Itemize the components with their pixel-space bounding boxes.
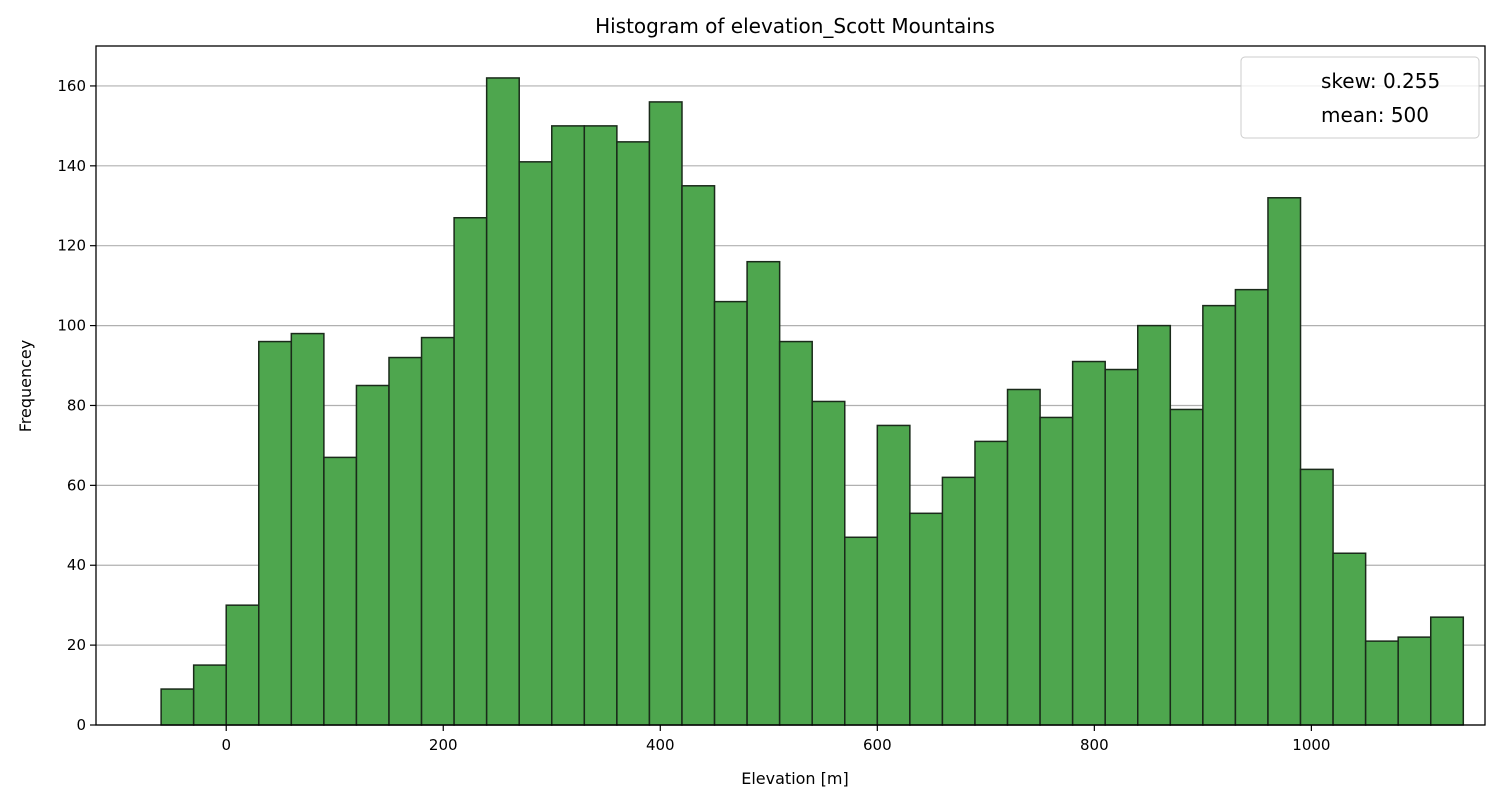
x-axis-ticks: 0 200 400 600 800 1000	[221, 725, 1330, 754]
y-tick-label: 20	[67, 636, 86, 654]
histogram-bar	[1202, 304, 1237, 726]
histogram-bar	[681, 185, 716, 726]
y-tick-label: 140	[57, 157, 86, 175]
histogram-bar	[160, 688, 195, 726]
histogram-bar	[192, 664, 227, 726]
histogram-bar	[1332, 552, 1367, 726]
histogram-bar	[1267, 197, 1302, 726]
histogram-bar	[1429, 616, 1465, 726]
histogram-bar	[1104, 368, 1139, 726]
x-tick-label: 600	[863, 736, 892, 754]
histogram-bar	[1071, 360, 1106, 726]
histogram-bar	[1364, 640, 1399, 726]
histogram-bar	[518, 161, 553, 726]
histogram-bar	[1039, 416, 1074, 726]
x-tick-label: 1000	[1292, 736, 1330, 754]
x-tick-label: 800	[1080, 736, 1109, 754]
histogram-bar	[323, 456, 358, 726]
x-tick-label: 0	[221, 736, 231, 754]
x-tick-label: 200	[429, 736, 458, 754]
histogram-bar	[811, 400, 846, 726]
histogram-bar	[844, 536, 879, 726]
bars	[160, 77, 1465, 726]
histogram-bar	[1169, 408, 1204, 726]
y-tick-label: 100	[57, 317, 86, 335]
histogram-bar	[420, 336, 455, 726]
histogram-bar	[746, 260, 781, 726]
legend-box	[1240, 56, 1480, 139]
y-tick-label: 60	[67, 476, 86, 494]
histogram-bar	[876, 424, 911, 726]
histogram-bar	[583, 125, 618, 726]
histogram-bar	[941, 476, 976, 726]
x-tick-label: 400	[646, 736, 675, 754]
y-tick-label: 160	[57, 77, 86, 95]
histogram-bar	[388, 356, 423, 726]
legend-entry-skew: skew: 0.255	[1321, 69, 1440, 93]
histogram-bar	[713, 300, 748, 726]
y-tick-label: 0	[76, 716, 86, 734]
histogram-bar	[453, 216, 488, 726]
histogram-bar	[258, 340, 293, 726]
chart-title: Histogram of elevation_Scott Mountains	[595, 14, 995, 38]
histogram-bar	[616, 141, 651, 726]
histogram-bar	[974, 440, 1009, 726]
histogram-bar	[1006, 388, 1041, 726]
histogram-bar	[909, 512, 944, 726]
histogram-bar	[290, 332, 325, 726]
y-tick-label: 40	[67, 556, 86, 574]
plot-frame	[95, 45, 1486, 726]
histogram-bar	[225, 604, 260, 726]
histogram-bar	[485, 77, 520, 726]
x-axis-label: Elevation [m]	[741, 769, 848, 788]
y-tick-label: 80	[67, 396, 86, 414]
histogram-bar	[1299, 468, 1334, 726]
histogram-bar	[1397, 636, 1432, 726]
histogram-bar	[355, 384, 390, 726]
y-axis-ticks: 0 20 40 60 80 100 120 140 160	[57, 77, 96, 734]
histogram-bar	[648, 101, 683, 726]
histogram-bar	[551, 125, 586, 726]
histogram-bar	[1234, 288, 1269, 726]
legend: skew: 0.255 mean: 500	[1240, 56, 1480, 139]
y-axis-label: Frequencey	[16, 340, 35, 433]
legend-entry-mean: mean: 500	[1321, 103, 1429, 127]
histogram-bar	[1137, 324, 1172, 726]
histogram-bar	[778, 340, 813, 726]
y-tick-label: 120	[57, 237, 86, 255]
